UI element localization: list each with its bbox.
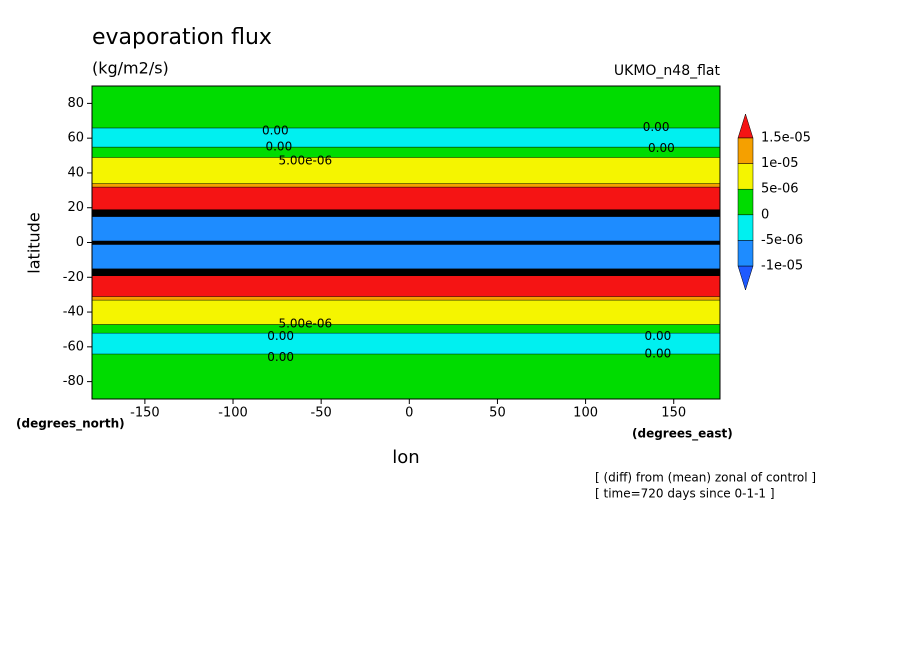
y-units: (degrees_north): [16, 417, 125, 432]
colorbar-label: 1e-05: [761, 156, 799, 171]
contour-band: [92, 299, 720, 325]
y-tick-label: -40: [63, 305, 84, 320]
contour-label: 0.00: [645, 329, 672, 343]
contour-band: [92, 353, 720, 399]
contour-band: [92, 86, 720, 128]
colorbar-box: [737, 137, 754, 164]
x-tick-label: -50: [311, 406, 332, 421]
contour-label: 0.00: [643, 120, 670, 134]
contour-label: 5.00e-06: [278, 153, 332, 167]
y-axis-label: latitude: [25, 212, 44, 273]
contour-band: [92, 324, 720, 333]
x-tick-label: -150: [130, 406, 160, 421]
x-tick-label: 0: [405, 406, 413, 421]
contour-band: [92, 275, 720, 297]
contour-band: [92, 127, 720, 147]
model-name: UKMO_n48_flat: [614, 63, 721, 79]
contour-label: 0.00: [648, 141, 675, 155]
contour-label: 0.00: [262, 124, 289, 138]
contour-band: [92, 157, 720, 184]
colorbar-label: -1e-05: [761, 259, 803, 274]
y-tick-label: 40: [67, 165, 84, 180]
contour-band: [92, 186, 720, 210]
note: [ (diff) from (mean) zonal of control ]: [595, 471, 816, 485]
y-tick-label: -20: [63, 270, 84, 285]
contour-label: 0.00: [267, 329, 294, 343]
colorbar-label: 5e-06: [761, 182, 799, 197]
contour-label: 0.00: [267, 350, 294, 364]
x-tick-label: 100: [573, 406, 598, 421]
x-tick-label: 150: [661, 406, 686, 421]
contour-band: [92, 296, 720, 300]
contour-band: [92, 268, 720, 276]
x-tick-label: -100: [218, 406, 248, 421]
contour-band: [92, 146, 720, 158]
contour-label: 0.00: [265, 139, 292, 153]
y-tick-label: 60: [67, 131, 84, 146]
chart-title: evaporation flux: [92, 25, 272, 50]
y-tick-label: 80: [67, 96, 84, 111]
y-tick-label: -60: [63, 339, 84, 354]
colorbar-label: 0: [761, 207, 769, 222]
x-axis-label: lon: [392, 447, 419, 468]
colorbar-cap: [737, 113, 754, 139]
x-units: (degrees_east): [632, 427, 733, 442]
contour-band: [92, 216, 720, 241]
y-tick-label: -80: [63, 374, 84, 389]
colorbar-cap: [737, 265, 754, 291]
y-tick-label: 0: [76, 235, 84, 250]
colorbar-label: 1.5e-05: [761, 131, 811, 146]
colorbar-label: -5e-06: [761, 233, 803, 248]
colorbar-box: [737, 188, 754, 216]
contour-band: [92, 183, 720, 187]
contour-band: [92, 209, 720, 217]
contour-band: [92, 244, 720, 269]
colorbar-box: [737, 163, 754, 190]
contour-label: 5.00e-06: [278, 317, 332, 331]
note: [ time=720 days since 0-1-1 ]: [595, 487, 775, 501]
contour-band: [92, 332, 720, 354]
contour-band: [92, 240, 720, 245]
colorbar-box: [737, 214, 754, 241]
y-tick-label: 20: [67, 200, 84, 215]
contour-label: 0.00: [645, 346, 672, 360]
units: (kg/m2/s): [92, 59, 169, 78]
colorbar-box: [737, 240, 754, 267]
x-tick-label: 50: [489, 406, 506, 421]
